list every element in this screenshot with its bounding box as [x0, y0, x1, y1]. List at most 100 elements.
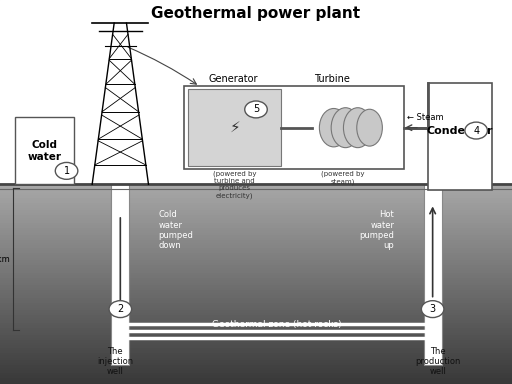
Bar [0, 346, 512, 349]
Bar [0, 204, 512, 207]
Bar [0, 379, 512, 382]
Text: ← Steam: ← Steam [407, 113, 444, 122]
Text: 4: 4 [473, 126, 479, 136]
Bar [184, 86, 404, 169]
Text: Geothermal zone (hot rocks): Geothermal zone (hot rocks) [211, 320, 342, 329]
Bar [0, 359, 512, 362]
Bar [0, 252, 512, 254]
Bar [0, 262, 512, 264]
Circle shape [55, 162, 78, 179]
Bar [0, 289, 512, 292]
Bar [0, 234, 512, 237]
Bar [0, 316, 512, 319]
Bar [0, 194, 512, 197]
Bar [0, 354, 512, 356]
Bar [0, 326, 512, 329]
Bar [0, 356, 512, 359]
Bar [0, 302, 512, 304]
Bar [0, 344, 512, 346]
Text: Hot
water
pumped
up: Hot water pumped up [359, 210, 394, 250]
Bar [0, 274, 512, 276]
Bar [0, 242, 512, 244]
Bar [188, 89, 281, 166]
Bar [0, 334, 512, 336]
Bar [0, 322, 512, 324]
Text: 2: 2 [117, 304, 123, 314]
Ellipse shape [319, 108, 348, 147]
Bar [0, 264, 512, 266]
Bar [0, 314, 512, 316]
Bar [0, 197, 512, 199]
Bar [0, 254, 512, 257]
Bar [0, 266, 512, 269]
Bar [0, 349, 512, 352]
Bar [428, 83, 492, 190]
Bar [0, 312, 512, 314]
Text: (powered by
turbine and
produces
electricity): (powered by turbine and produces electri… [213, 171, 257, 199]
Bar [0, 209, 512, 212]
Text: 1: 1 [63, 166, 70, 176]
Bar [0, 331, 512, 334]
Bar [0, 247, 512, 249]
Text: The
injection
well: The injection well [97, 346, 133, 376]
Bar [0, 342, 512, 344]
Bar [0, 207, 512, 209]
Bar [0, 369, 512, 372]
Bar [0, 229, 512, 232]
Bar [0, 294, 512, 296]
Bar [0, 376, 512, 379]
Bar [0, 257, 512, 259]
Text: ⚡: ⚡ [229, 120, 240, 135]
Bar [0, 239, 512, 242]
Bar [0, 282, 512, 284]
Text: 4.5 km: 4.5 km [0, 255, 10, 264]
Bar [0, 199, 512, 202]
Bar [0, 374, 512, 376]
Bar [0, 284, 512, 286]
Text: (powered by
steam): (powered by steam) [321, 171, 365, 185]
Text: Geothermal power plant: Geothermal power plant [152, 6, 360, 21]
Bar [15, 117, 74, 184]
Bar [0, 362, 512, 364]
Bar [0, 296, 512, 299]
Bar [0, 244, 512, 247]
Text: Condenser: Condenser [426, 126, 493, 136]
Bar [0, 192, 512, 194]
Text: Turbine: Turbine [314, 74, 350, 84]
Bar [0, 212, 512, 214]
Bar [0, 184, 512, 187]
Circle shape [465, 122, 487, 139]
Ellipse shape [357, 109, 382, 146]
Bar [0, 276, 512, 279]
Circle shape [109, 301, 132, 318]
Bar [0, 237, 512, 239]
Bar [0, 382, 512, 384]
Text: 5: 5 [253, 104, 259, 114]
Bar [0, 227, 512, 229]
Bar [0, 0, 512, 184]
Text: Generator: Generator [208, 74, 258, 84]
Bar [0, 309, 512, 312]
Bar [424, 184, 441, 365]
Bar [0, 339, 512, 342]
Bar [0, 219, 512, 222]
Bar [0, 202, 512, 204]
Bar [0, 279, 512, 282]
Text: 3: 3 [430, 304, 436, 314]
Bar [0, 366, 512, 369]
Bar [0, 224, 512, 227]
Circle shape [245, 101, 267, 118]
Text: Cold
water: Cold water [28, 140, 62, 162]
Ellipse shape [344, 108, 372, 147]
Bar [0, 324, 512, 326]
Bar [0, 272, 512, 274]
Bar [0, 364, 512, 366]
Bar [0, 269, 512, 272]
Bar [0, 222, 512, 224]
Bar [0, 352, 512, 354]
Bar [0, 336, 512, 339]
Bar [0, 249, 512, 252]
Bar [0, 189, 512, 192]
Bar [0, 286, 512, 289]
Text: Cold
water
pumped
down: Cold water pumped down [159, 210, 194, 250]
